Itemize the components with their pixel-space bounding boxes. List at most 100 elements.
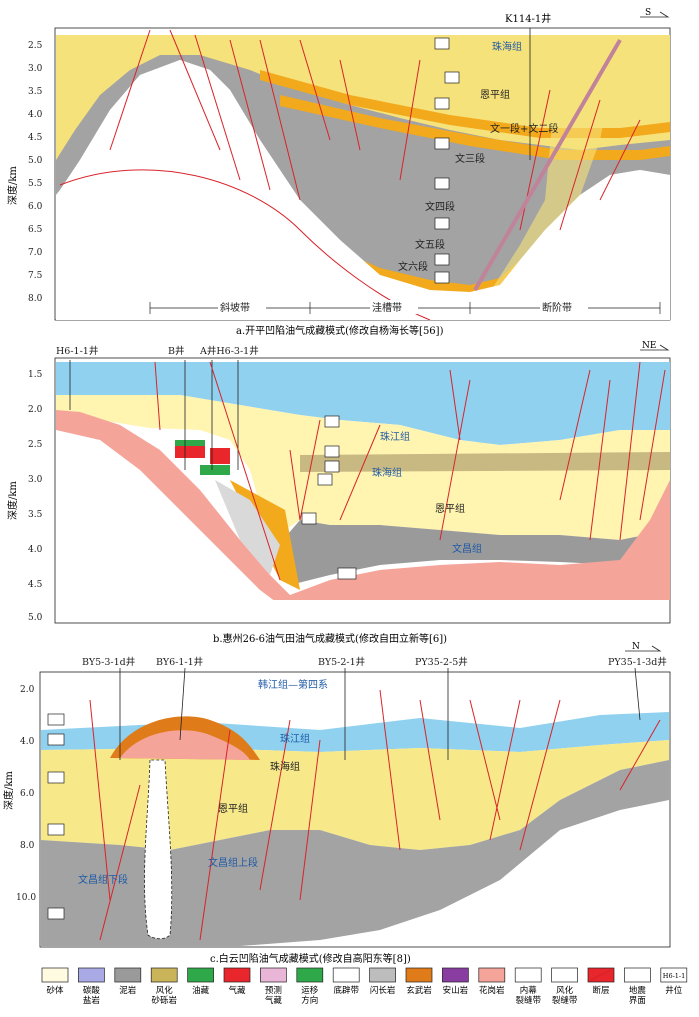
formation-label: 文昌组上段 — [208, 856, 258, 869]
panel-c-caption: c.白云凹陷油气成藏模式(修改自高阳东等[8]) — [210, 952, 411, 965]
legend-swatch — [296, 967, 324, 983]
depth-tick: 4.0 — [28, 110, 43, 120]
legend-label: 气藏 — [228, 985, 246, 996]
panel-b-well-labels: H6-1-1井 B井 A井H6-3-1井 — [56, 345, 259, 357]
panel-b-formation-labels: 珠江组 珠海组 恩平组 文昌组 — [372, 430, 482, 555]
fault-b6 — [439, 379, 471, 541]
legend-label: 内幕 — [520, 985, 538, 996]
zone-label-bg — [540, 300, 588, 314]
panel-b-depth-axis: 1.5 2.0 2.5 3.0 3.5 4.0 4.5 5.0 — [28, 370, 43, 623]
seismic-boundary-icon — [317, 473, 333, 486]
seismic-boundary-icon — [47, 771, 65, 784]
seismic-boundary-icon — [324, 415, 340, 428]
formation-label: 恩平组 — [435, 502, 465, 515]
panel-a-fault-block — [490, 40, 620, 292]
fault-c8 — [489, 699, 521, 841]
panel-b-wenchang — [270, 520, 670, 585]
legend-swatch — [41, 967, 69, 983]
panel-b-oil-reservoir — [175, 440, 205, 446]
legend-label: 风化 — [156, 985, 174, 996]
formation-label: 珠海组 — [372, 466, 402, 479]
legend-label: 砂砾岩 — [151, 995, 177, 1006]
legend-label: 盐岩 — [83, 995, 101, 1006]
panel-b-blue-zhujiang — [56, 362, 670, 445]
fault-c10 — [619, 719, 661, 791]
panel-b-seismic-markers — [301, 415, 357, 580]
fault-c4 — [299, 739, 321, 901]
legend-label: 井位 — [665, 985, 683, 996]
fault-a10 — [559, 99, 601, 231]
well-line — [634, 667, 641, 721]
depth-tick: 1.5 — [28, 370, 43, 380]
depth-tick: 4.5 — [28, 133, 43, 143]
panel-b-gas-reservoir — [210, 448, 230, 464]
formation-label: 文昌组下段 — [78, 873, 128, 886]
panel-a-seismic-markers — [434, 37, 460, 284]
panel-c-wenchang — [41, 760, 669, 946]
depth-tick: 3.0 — [28, 64, 43, 74]
seismic-boundary-icon — [434, 271, 450, 284]
panel-a-orange-base — [300, 230, 560, 296]
panel-c-depth-axis: 2.0 4.0 6.0 8.0 10.0 — [16, 685, 36, 903]
fault-c5 — [379, 689, 401, 851]
panel-b-caption: b.惠州26-6油气田油气成藏模式(修改自田立新等[6]) — [213, 632, 447, 645]
well-label: BY5-3-1d井 — [82, 656, 135, 668]
panel-a-y-axis-label: 深度/km — [6, 166, 19, 205]
fault-b9 — [619, 361, 641, 541]
legend-label: 碳酸 — [83, 985, 101, 996]
formation-label: 韩江组—第四系 — [258, 678, 328, 691]
seismic-boundary-icon — [434, 37, 450, 50]
legend-swatch — [260, 967, 287, 983]
panel-c-granite-dome — [120, 730, 250, 760]
legend-swatch — [478, 967, 506, 983]
formation-label: 文六段 — [398, 260, 428, 273]
depth-tick: 5.0 — [28, 156, 43, 166]
panel-a: K114-1井 S 珠海组 恩平组 文一段+文二段 文三段 文四段 文五段 文六… — [6, 8, 671, 337]
legend-swatch — [514, 967, 542, 983]
seismic-boundary-icon — [324, 460, 340, 473]
panel-c-well-labels: BY5-3-1d井 BY6-1-1井 BY5-2-1井 PY35-2-5井 PY… — [82, 656, 667, 668]
fault-c3 — [259, 719, 291, 891]
seismic-boundary-icon — [444, 71, 460, 84]
formation-label: 文三段 — [455, 152, 485, 165]
panel-b-faults — [154, 361, 666, 581]
fault-icon — [590, 969, 612, 981]
formation-label: 文昌组 — [452, 542, 482, 555]
panel-b-y-axis-label: 深度/km — [6, 481, 19, 520]
depth-tick: 7.0 — [28, 248, 43, 258]
legend-swatch — [150, 967, 178, 983]
fault-a4 — [229, 39, 271, 191]
panel-b-band — [300, 452, 670, 472]
well-line — [179, 667, 186, 741]
legend-label: 玄武岩 — [406, 985, 432, 996]
seismic-boundary-icon — [434, 253, 450, 266]
fault-b4 — [339, 424, 381, 521]
legend-swatch — [78, 967, 105, 983]
formation-label: 恩平组 — [480, 88, 510, 101]
panel-a-formation-labels: 珠海组 恩平组 文一段+文二段 文三段 文四段 文五段 文六段 — [398, 40, 558, 273]
panel-b-wells — [69, 360, 239, 470]
fault-a5 — [259, 39, 301, 201]
well-label: BY5-2-1井 — [318, 656, 365, 668]
legend-swatch — [624, 967, 651, 983]
fault-a7 — [339, 59, 361, 151]
formation-label: 珠海组 — [270, 760, 300, 773]
formation-label: 珠江组 — [280, 732, 310, 745]
fault-c11 — [99, 784, 141, 941]
panel-c-compass: N — [632, 642, 640, 652]
fault-b1 — [154, 361, 161, 431]
panel-c-yellow-sands — [41, 740, 669, 850]
depth-tick: 3.5 — [28, 510, 43, 520]
seismic-boundary-icon — [434, 177, 450, 190]
panel-a-well-label: K114-1井 — [505, 12, 551, 25]
panel-c-seismic-markers — [47, 713, 65, 920]
fault-b3 — [299, 419, 321, 521]
well-label: BY6-1-1井 — [156, 656, 203, 668]
fault-b8 — [589, 379, 611, 541]
well-label: A井H6-3-1井 — [199, 345, 259, 357]
panel-c-diapir — [144, 759, 173, 940]
panel-b-compass: NE — [642, 341, 656, 351]
fault-c6 — [419, 699, 441, 821]
